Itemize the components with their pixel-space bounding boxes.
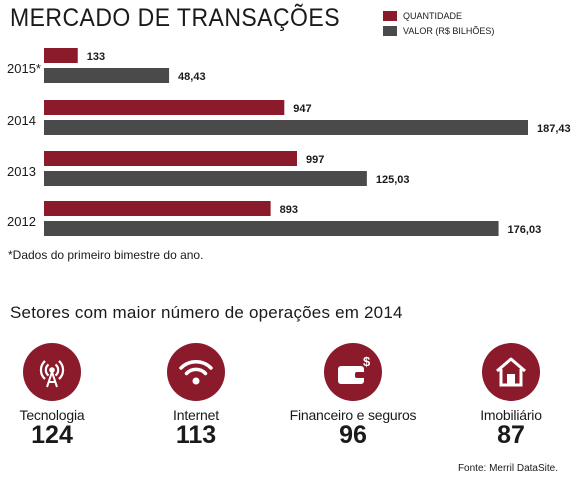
- svg-text:$: $: [363, 356, 371, 369]
- label-valor-2012: 176,03: [508, 224, 542, 236]
- label-valor-2013: 125,03: [376, 174, 410, 186]
- bar-quantidade-2015: [44, 48, 78, 63]
- label-quantidade-2013: 997: [306, 154, 324, 166]
- legend-item-quantidade: QUANTIDADE: [383, 8, 494, 23]
- house-icon: [496, 357, 526, 387]
- sector-count: 113: [175, 421, 217, 449]
- sector-count: 124: [31, 421, 73, 449]
- chart-title: MERCADO DE TRANSAÇÕES: [10, 4, 341, 32]
- footnote: *Dados do primeiro bimestre do ano.: [8, 248, 204, 262]
- category-label-2014: 2014: [7, 113, 36, 128]
- bar-valor-2015: [44, 68, 170, 83]
- category-label-2012: 2012: [7, 214, 36, 229]
- legend-item-valor: VALOR (R$ BILHÕES): [383, 23, 494, 38]
- legend-label-valor: VALOR (R$ BILHÕES): [403, 25, 495, 36]
- source-note: Fonte: Merril DataSite.: [457, 463, 558, 474]
- sector-label: Tecnologia: [19, 407, 85, 423]
- sector-circle: [23, 343, 81, 401]
- sector-label: Financeiro e seguros: [289, 407, 417, 423]
- bar-quantidade-2013: [44, 151, 297, 166]
- bar-valor-2013: [44, 171, 367, 186]
- bar-quantidade-2012: [44, 201, 271, 216]
- sector-count: 96: [339, 421, 367, 449]
- wifi-icon: [179, 360, 213, 385]
- label-valor-2014: 187,43: [537, 123, 571, 135]
- antenna-icon: [39, 360, 65, 388]
- label-quantidade-2012: 893: [280, 204, 298, 216]
- sector-financeiro: $ Financeiro e seguros 96: [273, 343, 433, 449]
- label-valor-2015: 48,43: [178, 71, 206, 83]
- legend-label-quantidade: QUANTIDADE: [403, 10, 463, 21]
- bar-valor-2014: [44, 120, 528, 135]
- sector-count: 87: [497, 421, 525, 449]
- bar-chart: 2015* 133 48,43 2014 947 187,43 2013 997 125,03 2…: [7, 48, 571, 236]
- wallet-icon: $: [338, 356, 371, 384]
- sector-circle: [167, 343, 225, 401]
- sectors-title: Setores com maior número de operações em…: [10, 303, 403, 322]
- sector-tecnologia: Tecnologia 124: [0, 343, 132, 449]
- bar-quantidade-2014: [44, 100, 285, 115]
- sector-circle: $: [324, 343, 382, 401]
- label-quantidade-2015: 133: [87, 51, 105, 63]
- sector-internet: Internet 113: [116, 343, 276, 449]
- bar-valor-2012: [44, 221, 499, 236]
- sector-circle: [482, 343, 540, 401]
- legend-swatch-quantidade: [383, 10, 397, 21]
- category-label-2015: 2015*: [7, 61, 41, 76]
- legend-swatch-valor: [383, 25, 397, 36]
- category-label-2013: 2013: [7, 164, 36, 179]
- legend: QUANTIDADE VALOR (R$ BILHÕES): [383, 8, 494, 38]
- label-quantidade-2014: 947: [293, 103, 311, 115]
- sector-label: Imobiliário: [480, 407, 542, 423]
- sector-label: Internet: [173, 407, 219, 423]
- sector-imobiliario: Imobiliário 87: [431, 343, 584, 449]
